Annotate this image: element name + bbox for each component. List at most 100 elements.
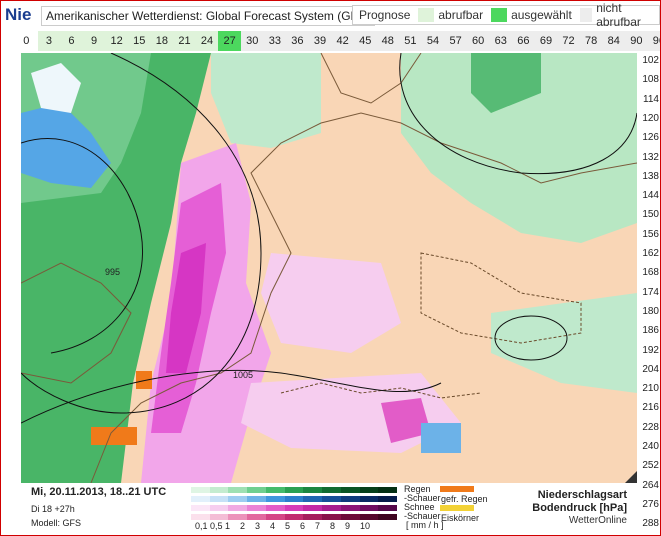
hour-60[interactable]: 60	[466, 31, 490, 51]
hour-69[interactable]: 69	[534, 31, 558, 51]
snow-area-alps-core	[381, 398, 431, 443]
logo: Nie	[5, 5, 32, 24]
ice-pellets-swatch	[440, 505, 474, 511]
scale-tick: 108	[642, 74, 659, 86]
scale-values: 0,1 0,5 1 2 3 4 5 6 7 8 9 10	[195, 521, 415, 531]
rain-area-north	[211, 53, 321, 148]
snow-area-heavy	[166, 243, 206, 373]
shower-area-adriatic	[421, 423, 461, 453]
hour-45[interactable]: 45	[353, 31, 377, 51]
scale-value: 0,5	[210, 521, 223, 531]
precipitation-type-title: Niederschlagsart	[537, 489, 627, 501]
hour-78[interactable]: 78	[579, 31, 603, 51]
legend-row-snow-shower: -Schauer	[404, 511, 441, 521]
isobar	[21, 53, 262, 414]
freezing-rain-spot	[136, 371, 152, 389]
hour-66[interactable]: 66	[512, 31, 535, 51]
shower-area-west	[21, 103, 111, 188]
scale-tick: 288	[642, 518, 659, 530]
scale-tick: 156	[642, 228, 659, 240]
hour-18[interactable]: 18	[150, 31, 174, 51]
legend-unavailable: nicht abrufbar	[578, 1, 659, 29]
scale-value: 8	[330, 521, 336, 531]
border	[420, 252, 582, 344]
isobar-closed	[494, 315, 568, 361]
scale-value: 3	[255, 521, 261, 531]
forecast-legend: Prognose abrufbar ausgewählt nicht abruf…	[352, 1, 660, 29]
scale-tick: 174	[642, 286, 659, 298]
coastline-britain	[21, 262, 132, 384]
hour-51[interactable]: 51	[399, 31, 422, 51]
isobar	[21, 369, 442, 424]
isobar	[399, 53, 637, 175]
scale-value: 7	[315, 521, 321, 531]
hour-15[interactable]: 15	[127, 31, 151, 51]
legend-selected: ausgewählt	[489, 6, 578, 24]
scale-tick: 162	[642, 248, 659, 259]
scale-tick: 180	[642, 305, 659, 317]
scale-tick: 264	[642, 479, 659, 491]
map-canvas: 995 1005	[21, 53, 637, 483]
scale-value: 1	[225, 521, 231, 531]
scale-tick: 120	[642, 112, 659, 124]
scale-tick: 216	[642, 402, 659, 414]
scale-unit: [ mm / h ]	[406, 520, 444, 530]
hour-90[interactable]: 90	[625, 31, 648, 51]
scale-tick: 126	[642, 132, 659, 144]
hour-9[interactable]: 9	[82, 31, 106, 51]
hour-96[interactable]: 96	[647, 31, 660, 51]
legend-row-rain: Regen	[404, 484, 431, 494]
isobar-label: 995	[105, 267, 120, 277]
legend-title: Prognose	[359, 8, 411, 22]
rain-area-east	[491, 293, 637, 393]
scale-tick: 186	[642, 325, 659, 337]
scale-tick: 144	[642, 190, 659, 202]
hour-24[interactable]: 24	[195, 31, 219, 51]
brand-label: WetterOnline	[568, 515, 627, 526]
hour-0[interactable]: 0	[15, 31, 38, 51]
scale-value: 2	[240, 521, 246, 531]
hour-39[interactable]: 39	[308, 31, 332, 51]
precipitation-map: 995 1005	[21, 53, 637, 483]
hour-72[interactable]: 72	[557, 31, 580, 51]
hour-27[interactable]: 27	[218, 31, 241, 51]
scale-tick: 204	[642, 363, 659, 375]
scale-tick: 102	[642, 55, 659, 66]
scale-tick: 210	[642, 383, 659, 395]
hour-21[interactable]: 21	[173, 31, 196, 51]
hour-33[interactable]: 33	[263, 31, 287, 51]
scale-tick: 228	[642, 421, 659, 433]
scale-tick: 192	[642, 344, 659, 356]
forecast-date: Mi, 20.11.2013, 18..21 UTC	[31, 486, 167, 498]
map-legend: Mi, 20.11.2013, 18..21 UTC Di 18 +27h Mo…	[21, 483, 637, 535]
rain-area-northeast	[401, 53, 637, 243]
scale-tick: 168	[642, 267, 659, 279]
hour-30[interactable]: 30	[240, 31, 264, 51]
rain-shower-scale-bar	[191, 496, 398, 502]
snow-shower-scale-bar	[191, 514, 398, 520]
scale-tick: 138	[642, 170, 659, 182]
hour-63[interactable]: 63	[489, 31, 513, 51]
hour-3[interactable]: 3	[37, 31, 61, 51]
hour-36[interactable]: 36	[286, 31, 309, 51]
hour-54[interactable]: 54	[421, 31, 445, 51]
hour-48[interactable]: 48	[376, 31, 400, 51]
page-title: Amerikanischer Wetterdienst: Global Fore…	[41, 6, 375, 26]
surface-pressure-title: Bodendruck [hPa]	[532, 502, 627, 514]
legend-row-snow: Schnee	[404, 502, 435, 512]
rain-area-northeast-core	[471, 53, 541, 113]
scale-tick: 276	[642, 498, 659, 510]
hour-6[interactable]: 6	[60, 31, 83, 51]
hour-42[interactable]: 42	[331, 31, 354, 51]
hour-84[interactable]: 84	[602, 31, 626, 51]
freezing-rain-spot-2	[91, 427, 137, 445]
right-scale: 102 108 114 120 126 132 138 144 150 156 162 168 174 1…	[637, 53, 660, 535]
rain-scale-bar	[191, 487, 398, 493]
scale-value: 0,1	[195, 521, 208, 531]
legend-row-rain-shower: -Schauer	[404, 493, 441, 503]
hour-12[interactable]: 12	[105, 31, 128, 51]
scale-value: 9	[345, 521, 351, 531]
resize-corner-icon[interactable]	[625, 471, 637, 483]
hour-57[interactable]: 57	[444, 31, 467, 51]
scale-tick: 252	[642, 460, 659, 472]
